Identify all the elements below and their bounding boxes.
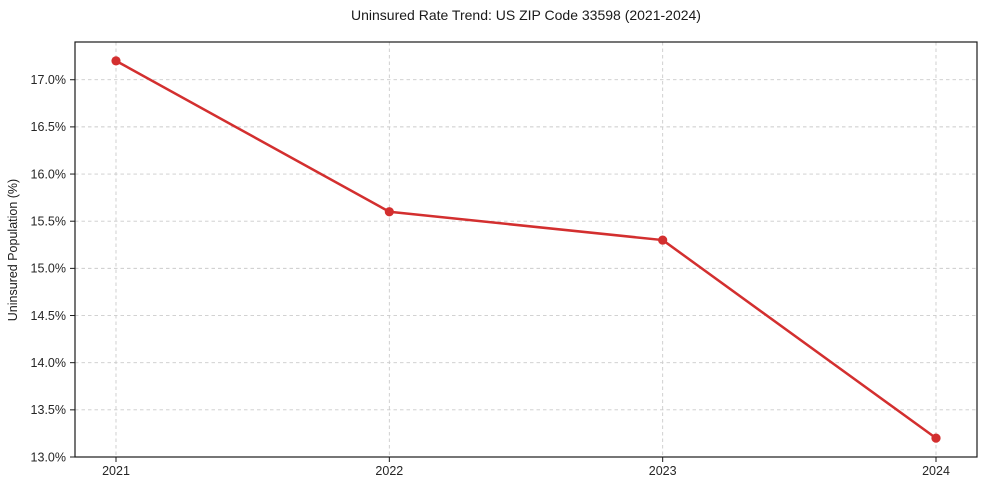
- y-tick-label: 13.5%: [31, 403, 66, 417]
- data-point: [384, 207, 394, 217]
- plot-border: [74, 41, 978, 458]
- y-tick-label: 15.5%: [31, 215, 66, 229]
- x-tick-label: 2024: [922, 464, 950, 478]
- data-point: [931, 433, 941, 443]
- y-tick-label: 16.5%: [31, 120, 66, 134]
- y-tick-label: 17.0%: [31, 73, 66, 87]
- data-point: [111, 56, 121, 66]
- y-tick-label: 13.0%: [31, 450, 66, 464]
- y-tick-label: 16.0%: [31, 167, 66, 181]
- y-tick-label: 15.0%: [31, 262, 66, 276]
- chart-title: Uninsured Rate Trend: US ZIP Code 33598 …: [351, 7, 701, 23]
- data-point: [658, 235, 668, 245]
- y-tick-label: 14.5%: [31, 309, 66, 323]
- x-tick-label: 2021: [102, 464, 130, 478]
- data-line: [114, 59, 938, 440]
- x-tick-label: 2022: [375, 464, 403, 478]
- y-tick-label: 14.0%: [31, 356, 66, 370]
- x-tick-label: 2023: [649, 464, 677, 478]
